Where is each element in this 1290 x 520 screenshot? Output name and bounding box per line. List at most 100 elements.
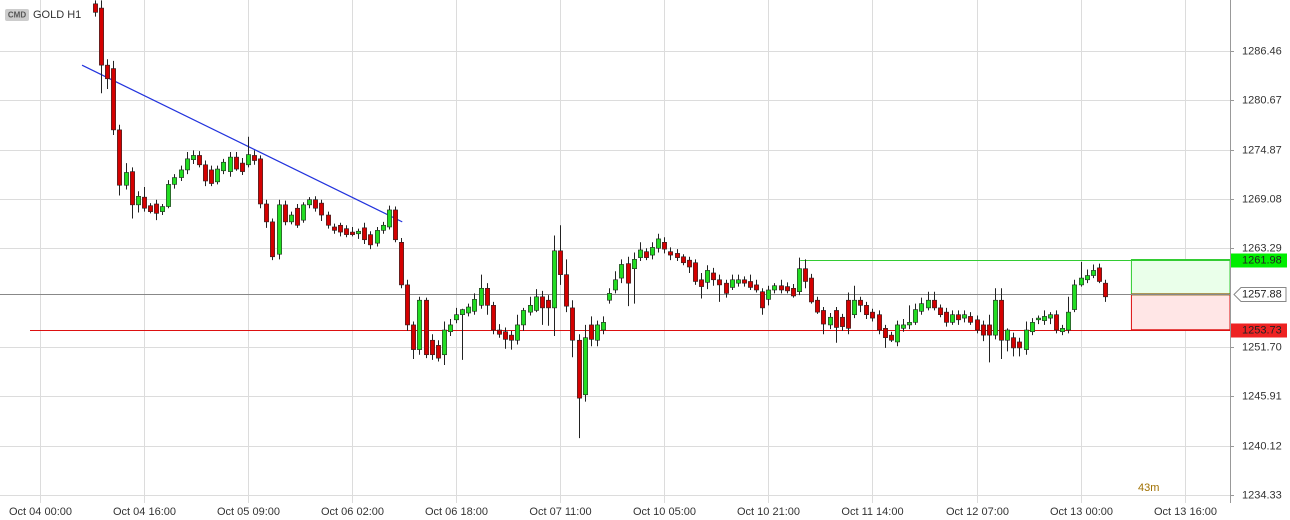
candle-body xyxy=(656,238,661,249)
candle-body xyxy=(424,299,429,356)
candle-body xyxy=(1048,314,1053,319)
candle-body xyxy=(626,263,631,284)
candle-body xyxy=(834,310,839,328)
candle-body xyxy=(889,334,894,341)
candle-body xyxy=(295,207,300,226)
candle-body xyxy=(1091,270,1096,276)
candle-body xyxy=(485,287,490,306)
candle-body xyxy=(197,155,202,166)
candle-body xyxy=(387,209,392,228)
candle-body xyxy=(332,226,337,231)
candle-body xyxy=(399,242,404,286)
candle-body xyxy=(277,204,282,255)
candle-body xyxy=(215,168,220,183)
candle-body xyxy=(528,305,533,313)
candle-body xyxy=(368,234,373,246)
candle-body xyxy=(975,319,980,331)
candle-body xyxy=(760,291,765,309)
badge: CMD xyxy=(8,11,26,20)
candle-body xyxy=(1072,284,1077,310)
candle-body xyxy=(179,169,184,178)
candle-body xyxy=(252,155,257,161)
overlay xyxy=(0,64,1231,331)
candle-body xyxy=(283,204,288,223)
candle-body xyxy=(515,324,520,341)
candle-body xyxy=(117,129,122,186)
candle-body xyxy=(840,316,845,327)
candle-body xyxy=(1085,275,1090,281)
candle-body xyxy=(632,259,637,270)
candle-body xyxy=(356,230,361,235)
candle-body xyxy=(1060,328,1065,333)
candle-body xyxy=(148,205,153,212)
candle-body xyxy=(142,196,147,209)
price-label: 1253.73 xyxy=(1242,324,1282,336)
candle-body xyxy=(772,285,777,291)
candle-body xyxy=(491,305,496,331)
candle-body xyxy=(381,224,386,231)
candle-body xyxy=(595,324,600,341)
candle-body xyxy=(779,285,784,291)
y-tick-label: 1274.87 xyxy=(1242,144,1282,156)
candle-body xyxy=(99,7,104,66)
candle-body xyxy=(393,209,398,241)
candle-body xyxy=(583,337,588,396)
candle-body xyxy=(319,202,324,216)
candle-body xyxy=(705,270,710,283)
x-tick-label: Oct 07 11:00 xyxy=(529,506,591,518)
candle-body xyxy=(344,228,349,235)
candle-body xyxy=(1036,317,1041,321)
candle-body xyxy=(754,284,759,291)
candle-body xyxy=(509,334,514,341)
candle-body xyxy=(815,299,820,313)
y-tick-label: 1251.70 xyxy=(1242,341,1282,353)
candle-body xyxy=(589,324,594,340)
candle-body xyxy=(442,329,447,356)
price-tag xyxy=(1231,253,1287,268)
candle-body xyxy=(503,331,508,340)
candle-body xyxy=(668,251,673,256)
candle-body xyxy=(699,279,704,287)
x-tick-label: Oct 11 14:00 xyxy=(841,506,903,518)
candle-body xyxy=(675,253,680,258)
y-tick-label: 1263.29 xyxy=(1242,242,1282,254)
x-tick-label: Oct 06 18:00 xyxy=(425,506,488,518)
candle-body xyxy=(724,282,729,294)
candle-body xyxy=(944,311,949,323)
candle-body xyxy=(405,284,410,326)
candle-body xyxy=(570,307,575,341)
candle-body xyxy=(203,164,208,182)
candle-body xyxy=(877,314,882,331)
x-tick-label: Oct 13 00:00 xyxy=(1050,506,1113,518)
candle-body xyxy=(821,310,826,325)
candle-body xyxy=(546,299,551,309)
candle-body xyxy=(950,314,955,323)
candle-body xyxy=(258,158,263,205)
candle-body xyxy=(1011,337,1016,349)
candle-body xyxy=(883,328,888,338)
candle-body xyxy=(895,324,900,343)
candle-body xyxy=(999,299,1004,341)
candle-body xyxy=(717,279,722,286)
x-tick-label: Oct 04 00:00 xyxy=(9,506,72,518)
candle-body xyxy=(375,230,380,244)
candle-body xyxy=(105,64,110,80)
x-tick-label: Oct 06 02:00 xyxy=(321,506,384,518)
candle-body xyxy=(693,262,698,282)
candle-body xyxy=(803,268,808,282)
candle-body xyxy=(828,316,833,326)
x-tick-label: Oct 05 09:00 xyxy=(217,506,280,518)
candle-body xyxy=(460,309,465,315)
price-label: 1257.88 xyxy=(1242,288,1282,300)
candle-body xyxy=(160,206,165,212)
candle-body xyxy=(852,299,857,315)
candle-body xyxy=(326,214,331,226)
x-tick-label: Oct 13 16:00 xyxy=(1154,506,1217,518)
candle-body xyxy=(221,161,226,172)
candle-body xyxy=(534,296,539,311)
candle-body xyxy=(736,279,741,284)
candle-body xyxy=(742,279,747,284)
trendline xyxy=(81,64,403,223)
candle-body xyxy=(864,305,869,315)
